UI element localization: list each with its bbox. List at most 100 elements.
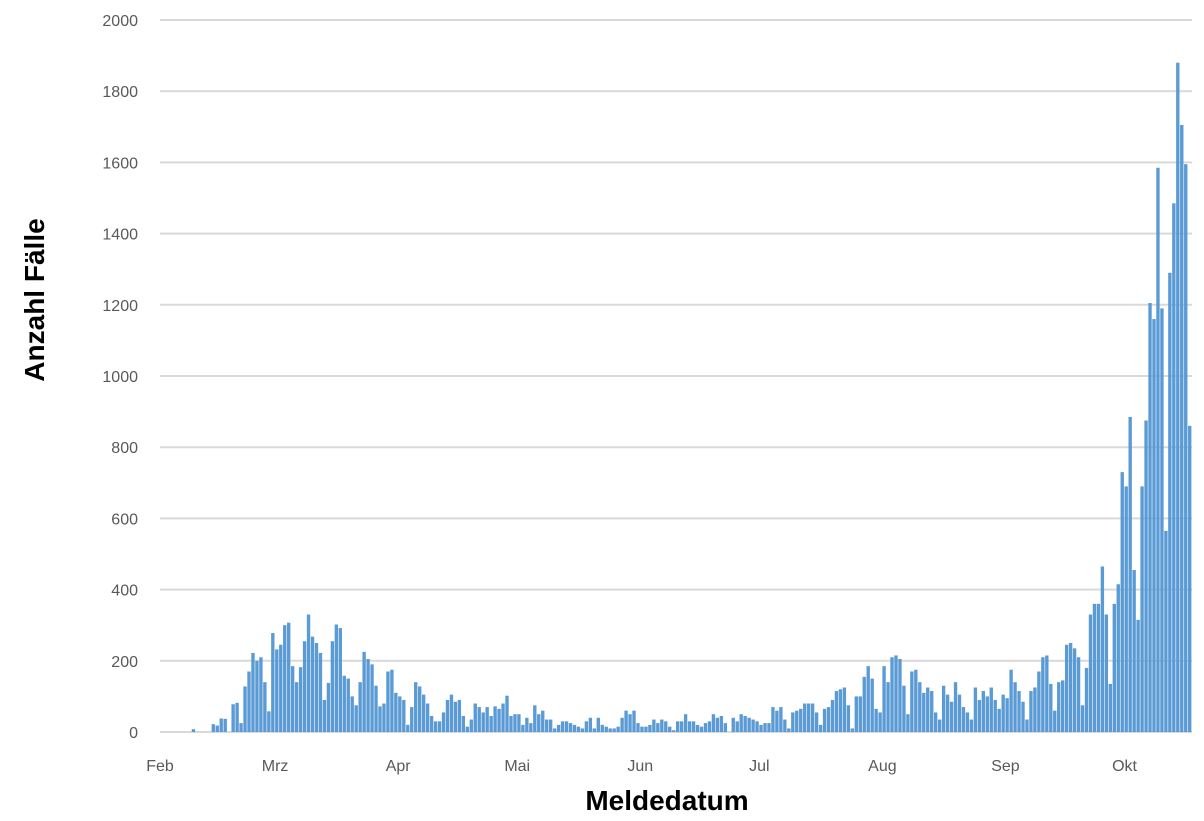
- y-axis-title: Anzahl Fälle: [19, 218, 50, 381]
- bar: [398, 696, 402, 732]
- bar: [541, 710, 545, 732]
- bar: [588, 717, 593, 732]
- bar: [1184, 164, 1188, 732]
- bar: [906, 714, 910, 732]
- bar: [223, 718, 227, 732]
- bar: [711, 714, 716, 732]
- bar: [545, 719, 549, 732]
- bar: [878, 712, 882, 732]
- bar: [870, 678, 874, 732]
- bar: [608, 728, 612, 732]
- bar: [795, 710, 799, 732]
- bar: [945, 694, 950, 732]
- bar: [846, 705, 851, 732]
- bar: [1100, 566, 1105, 732]
- bar: [1136, 619, 1140, 732]
- bar: [997, 708, 1001, 732]
- bar: [791, 712, 795, 732]
- bar: [739, 714, 743, 732]
- bar: [719, 715, 724, 732]
- bar: [251, 652, 255, 732]
- bar: [624, 710, 628, 732]
- bar: [211, 724, 215, 732]
- bar: [390, 669, 394, 732]
- x-tick-label: Aug: [868, 758, 896, 775]
- bar: [1112, 603, 1116, 732]
- bar: [949, 701, 954, 732]
- bar: [529, 723, 533, 732]
- bar: [263, 682, 267, 732]
- x-tick-label: Apr: [386, 758, 412, 775]
- bar: [334, 624, 339, 732]
- bar: [453, 701, 458, 732]
- bar: [235, 702, 239, 732]
- bar: [552, 728, 557, 732]
- bar: [775, 710, 779, 732]
- bar: [271, 633, 275, 732]
- bar: [580, 728, 585, 732]
- bar: [215, 725, 219, 732]
- bar: [937, 719, 942, 732]
- bar: [1104, 614, 1109, 732]
- bar: [219, 718, 223, 732]
- bar: [1076, 657, 1081, 732]
- bar: [668, 726, 672, 732]
- bar: [1009, 669, 1013, 732]
- bar: [1132, 570, 1136, 732]
- bar: [941, 685, 946, 732]
- bar: [679, 721, 684, 732]
- bar: [890, 657, 894, 732]
- bar: [751, 719, 755, 732]
- bar: [854, 696, 858, 732]
- bar: [481, 712, 485, 732]
- bar: [632, 710, 636, 732]
- bar: [616, 726, 620, 732]
- bar: [556, 724, 561, 732]
- bar: [473, 703, 477, 732]
- bar: [1088, 614, 1093, 732]
- bar: [418, 686, 422, 732]
- bar: [354, 705, 358, 732]
- y-tick-label: 800: [111, 440, 138, 457]
- bar: [898, 659, 902, 732]
- bar: [441, 712, 446, 732]
- bar: [1005, 698, 1009, 732]
- bar: [1092, 603, 1097, 732]
- bar: [584, 721, 589, 732]
- bar: [259, 657, 263, 732]
- bar: [723, 723, 727, 732]
- bar: [414, 682, 418, 732]
- bar: [525, 717, 529, 732]
- bar: [703, 723, 708, 732]
- bar: [914, 669, 918, 732]
- bar: [505, 695, 509, 732]
- y-tick-label: 1000: [102, 369, 138, 386]
- bar: [715, 717, 720, 732]
- bar: [1064, 644, 1069, 732]
- bar: [1061, 680, 1065, 732]
- y-axis-ticks: 0 200 400 600 800 1000 1200 1400 1600 1800 2000: [102, 13, 138, 742]
- bar: [1116, 584, 1120, 732]
- bar: [1013, 682, 1017, 732]
- bar: [386, 671, 390, 732]
- y-tick-label: 1800: [102, 84, 138, 101]
- x-tick-label: Feb: [146, 758, 174, 775]
- bar: [497, 708, 501, 732]
- bar: [834, 691, 839, 732]
- bar: [362, 651, 366, 732]
- bar: [1160, 308, 1164, 732]
- bar: [1148, 303, 1152, 732]
- bar: [1120, 472, 1124, 732]
- bar: [747, 717, 751, 732]
- bar: [449, 694, 454, 732]
- bar: [477, 707, 481, 732]
- bar: [1108, 683, 1113, 732]
- bar: [862, 676, 866, 732]
- bar: [604, 726, 608, 732]
- bar: [771, 707, 775, 732]
- bar: [838, 689, 843, 732]
- bar: [318, 652, 323, 732]
- bar: [973, 687, 978, 732]
- bar: [759, 724, 763, 732]
